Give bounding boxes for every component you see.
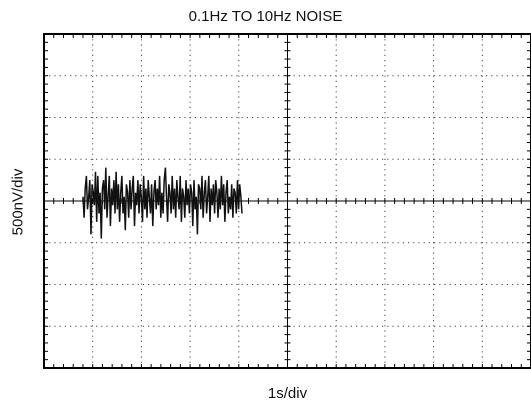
plot-frame bbox=[43, 33, 531, 369]
x-axis-label: 1s/div bbox=[267, 385, 308, 402]
noise-trace bbox=[82, 167, 243, 239]
chart-title: 0.1Hz TO 10Hz NOISE bbox=[188, 8, 343, 25]
